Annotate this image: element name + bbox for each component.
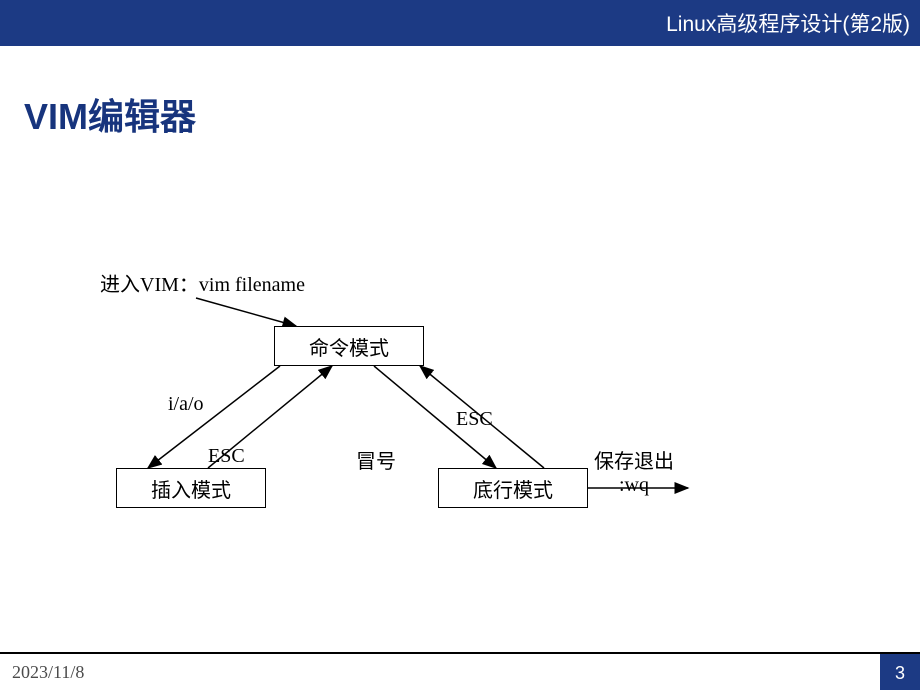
label-esc-left: ESC — [208, 445, 245, 468]
node-command-label: 命令模式 — [309, 332, 389, 361]
label-save-exit-2: :wq — [594, 474, 674, 497]
node-command-mode: 命令模式 — [274, 326, 424, 366]
header-text: Linux高级程序设计(第2版) — [666, 8, 910, 38]
node-insert-mode: 插入模式 — [116, 468, 266, 508]
header-bar: Linux高级程序设计(第2版) — [0, 0, 920, 46]
label-save-exit-1: 保存退出 — [594, 445, 674, 474]
edge-entry — [196, 298, 296, 326]
diagram-arrows — [80, 250, 780, 590]
node-last-mode: 底行模式 — [438, 468, 588, 508]
node-insert-label: 插入模式 — [151, 474, 231, 503]
label-colon: 冒号 — [356, 445, 396, 474]
page-title: VIM编辑器 — [24, 88, 196, 140]
label-iao: i/a/o — [168, 393, 204, 416]
vim-mode-diagram: 进入VIM：vim filename 命令模式 插入模式 底行模式 i/a/o … — [80, 250, 780, 590]
entry-label: 进入VIM：vim filename — [100, 268, 305, 297]
label-esc-right: ESC — [456, 408, 493, 431]
node-last-label: 底行模式 — [473, 474, 553, 503]
label-save-exit: 保存退出 :wq — [594, 445, 674, 497]
footer-date: 2023/11/8 — [12, 662, 84, 683]
footer-page-number: 3 — [880, 654, 920, 690]
footer-bar: 2023/11/8 3 — [0, 652, 920, 690]
